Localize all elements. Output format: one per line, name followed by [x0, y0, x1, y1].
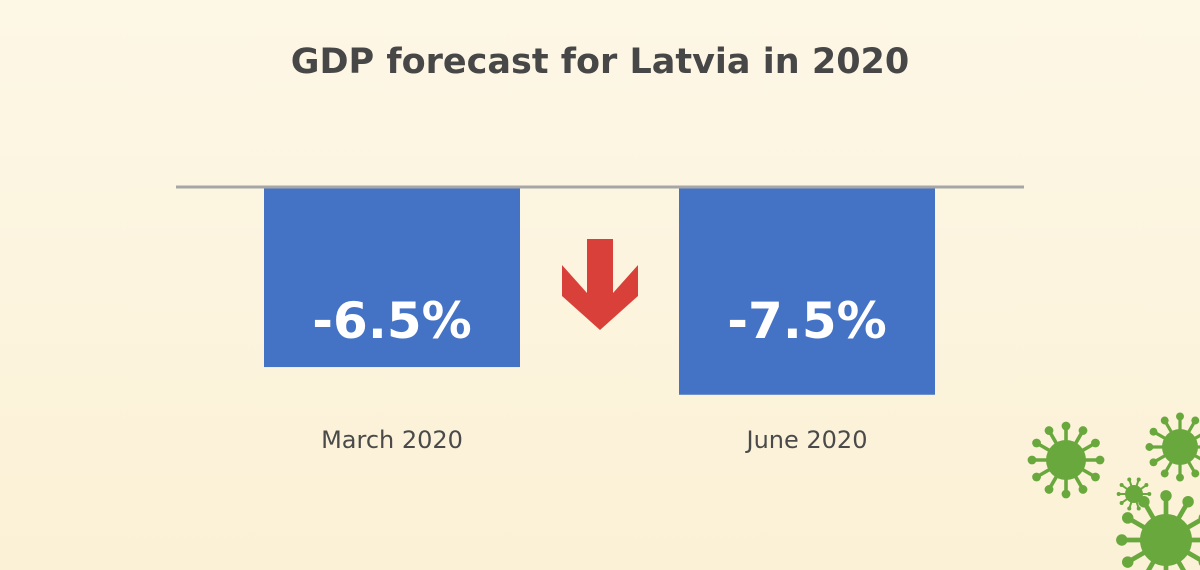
category-label: June 2020 — [745, 426, 868, 454]
virus-icon — [1027, 421, 1105, 499]
down-arrow-icon — [562, 239, 638, 330]
virus-icon — [1116, 477, 1152, 511]
bar-2 — [679, 187, 935, 395]
bar-value-label: -6.5% — [312, 292, 471, 350]
chart-title: GDP forecast for Latvia in 2020 — [290, 42, 910, 82]
virus-decoration — [1027, 412, 1200, 570]
category-label: March 2020 — [321, 426, 463, 454]
bar-value-label: -7.5% — [727, 292, 886, 350]
bar-1 — [264, 187, 520, 368]
virus-icon — [1116, 490, 1200, 570]
virus-icon — [1145, 412, 1200, 482]
bars-group: -6.5% March 2020 -7.5% June 2020 — [264, 187, 935, 454]
